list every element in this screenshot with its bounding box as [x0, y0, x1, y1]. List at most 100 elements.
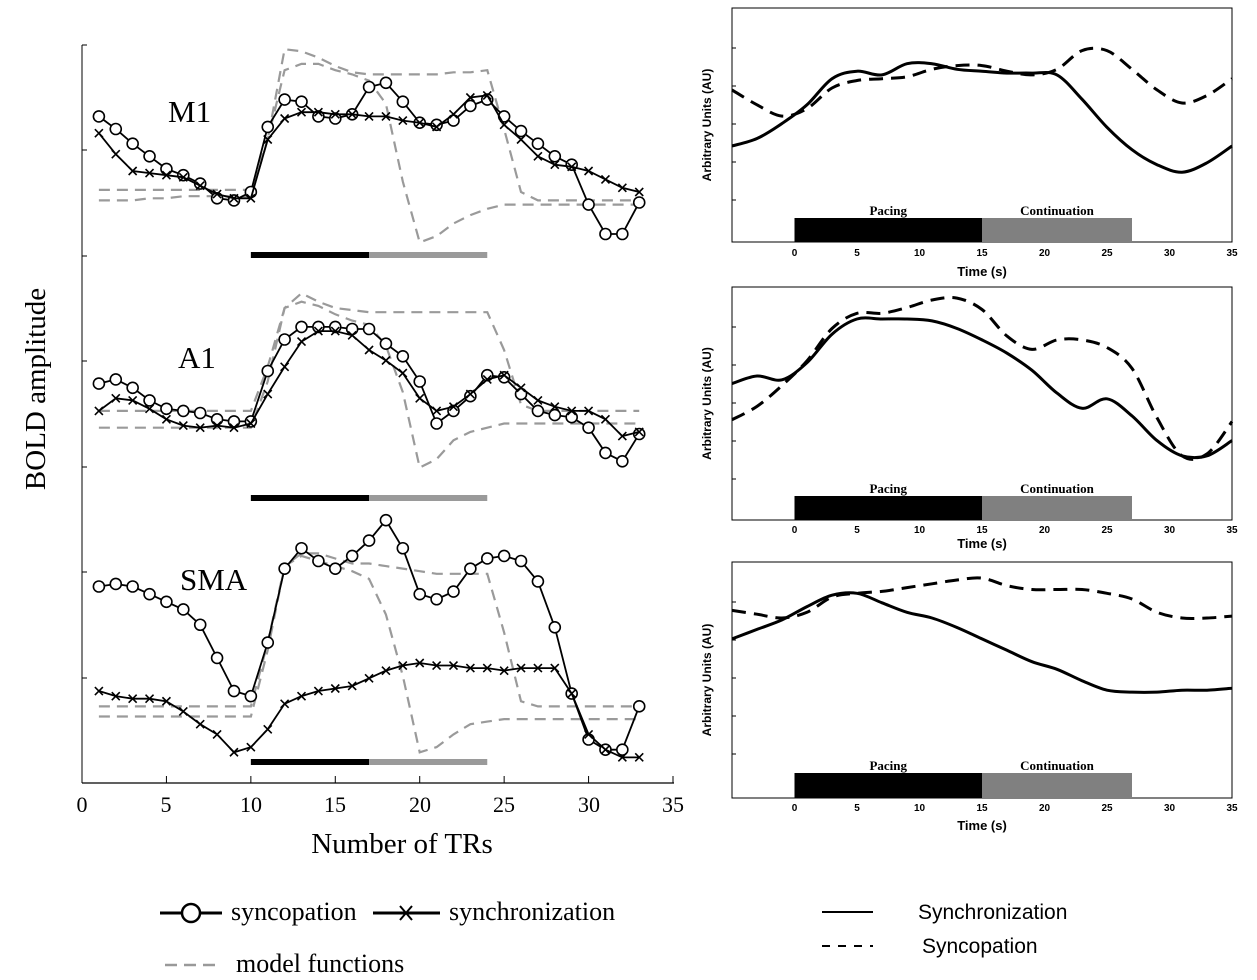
- syncopation-point: [514, 554, 528, 568]
- synchronization-point: [550, 402, 560, 412]
- synchronization-point: [584, 729, 594, 739]
- right-x-tick-label: 35: [1226, 525, 1238, 536]
- syncopation-point: [126, 137, 139, 150]
- synchronization-point: [144, 168, 155, 178]
- syncopation-point: [328, 112, 342, 125]
- right-x-tick-label: 10: [914, 525, 926, 536]
- syncopation-point: [345, 322, 359, 336]
- right-x-tick-label: 10: [914, 248, 926, 259]
- syncopation-curve: [731, 46, 1233, 118]
- synchronization-point: [195, 181, 205, 191]
- synchronization-point: [533, 395, 543, 405]
- synchronization-point: [567, 406, 577, 416]
- right-y-axis-label: Arbitrary Units (AU): [700, 347, 714, 460]
- syncopation-point: [328, 320, 342, 334]
- synchronization-curve: [731, 61, 1233, 174]
- syncopation-point: [413, 587, 427, 601]
- synchronization-point: [111, 149, 121, 159]
- synchronization-point: [617, 752, 627, 762]
- synchronization-point: [330, 109, 340, 119]
- syncopation-point: [278, 333, 291, 346]
- region-label-sma: SMA: [180, 562, 248, 597]
- right-x-tick-label: 20: [1039, 248, 1051, 259]
- right-x-tick-label: 35: [1226, 803, 1238, 814]
- synchronization-point: [263, 134, 273, 145]
- synchronization-point: [94, 128, 104, 138]
- syncopation-point: [379, 337, 393, 351]
- synchronization-point: [296, 107, 307, 117]
- model-function-line: [98, 47, 640, 202]
- syncopation-point: [480, 93, 494, 106]
- continuation-bar: [982, 773, 1132, 798]
- left-subplot: [92, 47, 646, 258]
- left-x-tick-label: 25: [493, 792, 515, 817]
- right-x-tick-label: 0: [792, 803, 798, 814]
- synchronization-point: [398, 660, 408, 671]
- synchronization-point: [347, 330, 357, 340]
- left-x-tick-label: 10: [240, 792, 262, 817]
- continuation-bar: [982, 218, 1132, 242]
- syncopation-point: [227, 415, 241, 428]
- syncopation-point: [430, 592, 443, 606]
- continuation-label: Continuation: [1020, 758, 1094, 773]
- left-x-tick-label: 5: [161, 792, 172, 817]
- left-x-tick-label: 30: [578, 792, 600, 817]
- left-subplot: [92, 513, 646, 765]
- legend-synchronization-solid-label: Synchronization: [918, 901, 1067, 924]
- syncopation-point: [92, 377, 106, 390]
- synchronization-point: [347, 681, 357, 691]
- syncopation-point: [379, 76, 393, 90]
- right-y-axis-label: Arbitrary Units (AU): [700, 69, 714, 182]
- syncopation-point: [396, 95, 410, 108]
- syncopation-point: [126, 580, 139, 593]
- right-x-axis-label: Time (s): [957, 536, 1007, 551]
- synchronization-point: [212, 189, 222, 199]
- legend-syncopation-dashed-label: Syncopation: [922, 935, 1038, 958]
- continuation-bar: [369, 252, 488, 258]
- continuation-label: Continuation: [1020, 481, 1094, 496]
- syncopation-point: [464, 99, 477, 113]
- right-x-tick-label: 10: [914, 803, 926, 814]
- syncopation-point: [362, 80, 376, 94]
- syncopation-point: [160, 162, 173, 176]
- syncopation-point: [109, 577, 123, 591]
- synchronization-point: [499, 666, 509, 676]
- right-x-tick-label: 15: [976, 525, 988, 536]
- legend-syncopation-marker: [180, 902, 202, 924]
- synchronization-point: [212, 729, 222, 739]
- synchronization-point: [432, 122, 442, 132]
- synchronization-point: [415, 393, 425, 403]
- syncopation-point: [616, 227, 629, 241]
- left-plots: [92, 47, 646, 765]
- synchronization-point: [600, 414, 611, 424]
- syncopation-point: [109, 122, 123, 136]
- syncopation-point: [599, 446, 612, 460]
- synchronization-point: [465, 663, 475, 673]
- legend-model-label: model functions: [236, 949, 404, 978]
- left-y-axis-label: BOLD amplitude: [20, 288, 52, 490]
- syncopation-point: [548, 408, 562, 422]
- syncopation-point: [345, 549, 359, 563]
- left-x-tick-label: 15: [324, 792, 346, 817]
- plot-frame: [731, 286, 1233, 521]
- pacing-bar: [250, 495, 370, 501]
- synchronization-point: [229, 193, 239, 203]
- syncopation-point: [278, 562, 291, 575]
- synchronization-point: [161, 414, 171, 424]
- syncopation-point: [193, 406, 207, 420]
- synchronization-point: [600, 174, 611, 184]
- right-x-tick-label: 30: [1164, 525, 1176, 536]
- syncopation-point: [210, 651, 224, 665]
- syncopation-point: [210, 412, 224, 426]
- syncopation-point: [92, 580, 106, 593]
- model-function-line: [98, 62, 640, 244]
- synchronization-point: [499, 120, 509, 130]
- continuation-bar: [982, 496, 1132, 520]
- synchronization-point: [634, 187, 644, 197]
- synchronization-point: [347, 109, 357, 119]
- synchronization-point: [465, 92, 475, 103]
- synchronization-curve: [731, 316, 1233, 460]
- syncopation-point: [514, 124, 528, 138]
- right-x-tick-label: 25: [1101, 525, 1113, 536]
- right-x-tick-label: 15: [976, 248, 988, 259]
